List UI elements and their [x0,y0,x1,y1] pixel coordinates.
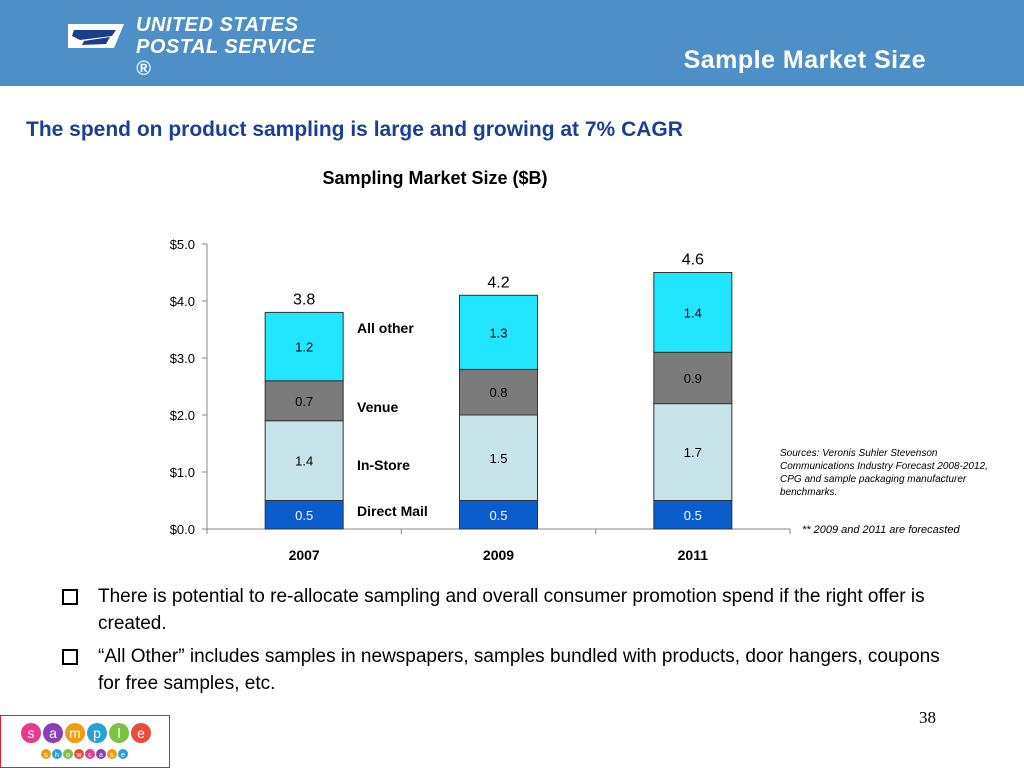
legend-label: In-Store [357,457,410,473]
logo-letter: e [137,725,145,741]
logo-letter-circle [118,749,128,759]
slide-subtitle: The spend on product sampling is large a… [26,118,683,141]
logo-letter-circle [41,749,51,759]
data-label: 0.9 [684,371,702,386]
x-tick-label: 2009 [483,547,514,563]
page-number: 38 [919,708,936,727]
stacked-bar-chart: $0.0 $1.0 $2.0 $3.0 $4.0 $5.0 0.5 1.4 0.7 1.2 3.8 2… [170,237,791,563]
logo-letter: l [117,725,120,741]
data-label: 1.3 [489,325,507,340]
logo-letter-circle [107,749,117,759]
data-label: 0.8 [489,385,507,400]
bar-segment [459,368,538,416]
bullet-list: There is potential to re-allocate sampli… [62,583,942,703]
data-label: 1.4 [684,305,702,320]
bar-segment [264,311,344,382]
bullet-item: There is potential to re-allocate sampli… [62,583,942,637]
total-label: 4.6 [682,252,704,269]
logo-letter: s [44,752,48,759]
y-tick-label: $3.0 [170,351,195,366]
logo-letter-circle [85,749,95,759]
logo-letter-circle [96,749,106,759]
sample-showcase-icon: s a m p l es h o w c a s e [21,723,151,759]
logo-letter: m [69,725,81,741]
slide-title: Sample Market Size [683,46,926,74]
chart-title: Sampling Market Size ($B) [322,168,548,188]
bullet-text: There is potential to re-allocate sampli… [98,586,925,634]
data-label: 0.7 [295,394,313,409]
header-banner: UNITED STATES POSTAL SERVICE ® Sample Ma… [0,0,1024,86]
logo-letter-circle [87,723,107,743]
logo-letter-circle [131,723,151,743]
bar-segment [653,403,733,502]
y-tick-label: $2.0 [170,408,195,423]
logo-letter: c [88,752,92,759]
bar-segment [459,294,538,370]
total-label: 3.8 [293,291,315,308]
logo-letter-circle [43,723,63,743]
y-tick-label: $4.0 [170,294,195,309]
logo-letter-circle [65,723,85,743]
usps-wordmark: UNITED STATES POSTAL SERVICE ® [136,14,326,80]
logo-letter-circle [109,723,129,743]
logo-letter-circle [21,723,41,743]
logo-letter: o [66,752,70,759]
data-label: 0.5 [489,508,507,523]
forecast-note: ** 2009 and 2011 are forecasted [802,524,960,536]
x-tick-label: 2007 [289,547,320,563]
logo-letter-circle [63,749,73,759]
logo-letter: w [75,752,82,759]
bar-segment [459,500,538,530]
checkbox-bullet-icon [62,649,78,665]
data-label: 0.5 [295,508,313,523]
checkbox-bullet-icon [62,589,78,605]
x-tick-label: 2011 [678,547,709,563]
brand-line-1: UNITED STATES [136,14,299,36]
y-tick-label: $1.0 [170,465,195,480]
data-label: 1.5 [489,451,507,466]
total-label: 4.2 [487,274,509,291]
bar-segment [264,380,344,422]
legend-label: Direct Mail [357,503,428,519]
data-label: 1.4 [295,454,313,469]
logo-letter: p [93,725,101,741]
logo-letter: s [28,725,35,741]
bar-segment [653,272,733,353]
y-tick-label: $5.0 [170,237,195,252]
sources-note: Sources: Veronis Suhler Stevenson Commun… [780,448,988,498]
data-label: 1.2 [295,340,313,355]
usps-logo: UNITED STATES POSTAL SERVICE ® [66,14,326,80]
logo-letter: a [49,725,57,741]
eagle-icon [68,24,124,48]
logo-letter: a [99,752,103,759]
data-label: 1.7 [684,445,702,460]
logo-letter-circle [74,749,84,759]
bullet-item: “All Other” includes samples in newspape… [62,643,942,697]
legend-label: Venue [357,399,398,415]
logo-letter: h [55,752,59,759]
data-label: 0.5 [684,508,702,523]
bar-segment [653,351,733,405]
brand-line-2: POSTAL SERVICE ® [136,36,316,80]
bullet-text: “All Other” includes samples in newspape… [98,646,940,694]
legend-label: All other [357,320,414,336]
y-tick-label: $0.0 [170,522,195,537]
bar-segment [459,414,538,501]
logo-letter: e [121,752,125,759]
logo-letter-circle [52,749,62,759]
logo-letter: s [110,752,114,759]
bar-segment [653,500,733,530]
